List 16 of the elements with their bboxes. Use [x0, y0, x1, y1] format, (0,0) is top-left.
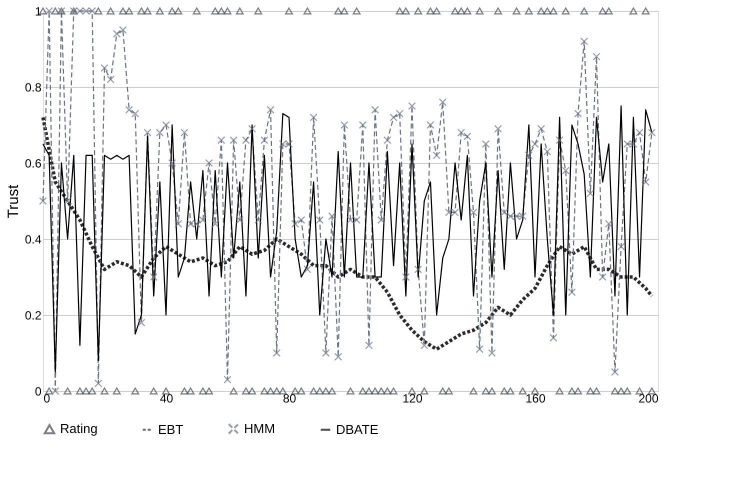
y-axis-title: Trust	[4, 184, 22, 218]
x-tick-label: 80	[282, 392, 296, 406]
y-tick-label: 0.8	[24, 80, 42, 94]
y-tick-label: 0.6	[24, 156, 42, 170]
x-tick-label: 40	[160, 392, 174, 406]
y-tick-label: 1	[34, 4, 42, 18]
legend-label: DBATE	[336, 422, 379, 437]
y-tick-label: 0.4	[24, 232, 42, 246]
legend-label: Rating	[60, 421, 98, 436]
x-tick-label: 120	[402, 392, 423, 406]
legend-label: EBT	[158, 422, 184, 437]
x-tick-label: 200	[638, 392, 659, 406]
x-tick-label: 160	[525, 392, 546, 406]
x-tick-label: 0	[44, 392, 50, 406]
y-tick-label: 0.2	[24, 308, 42, 322]
legend-label: HMM	[244, 420, 276, 436]
